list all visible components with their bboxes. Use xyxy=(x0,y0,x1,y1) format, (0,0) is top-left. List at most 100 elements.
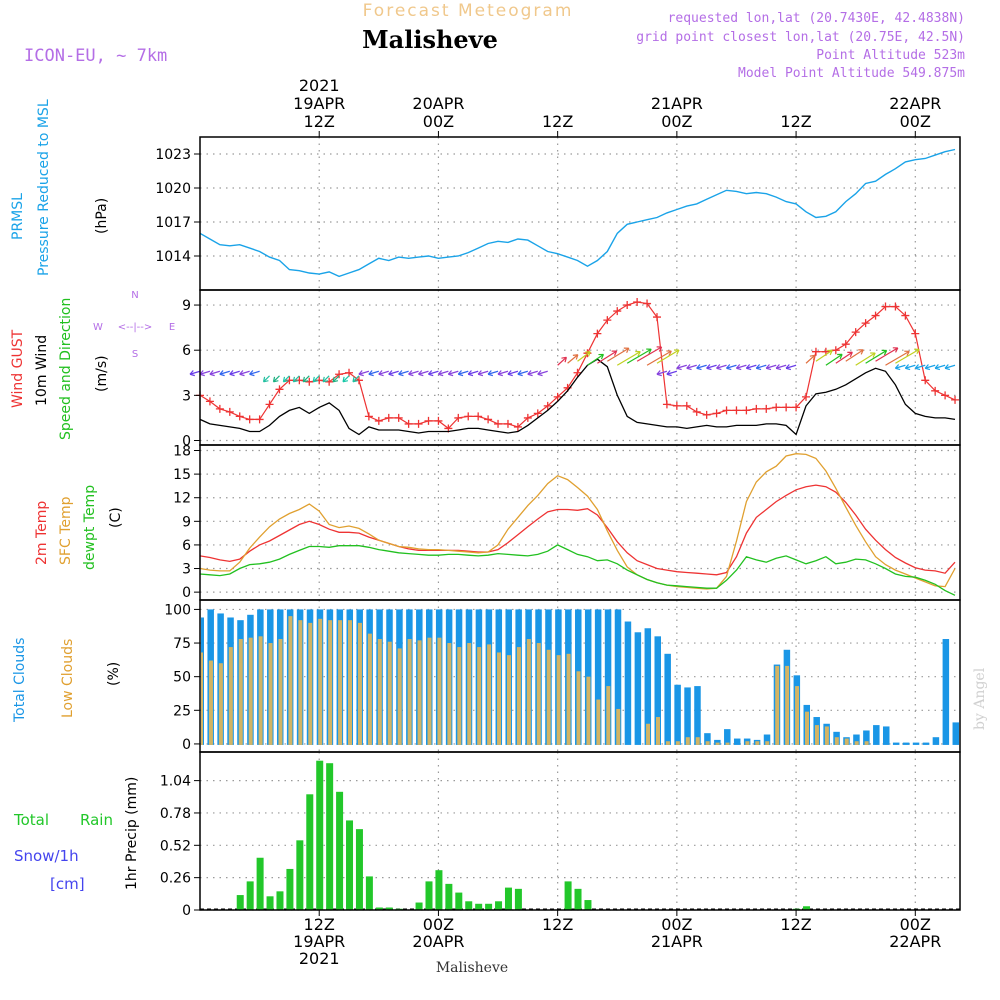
gust-point xyxy=(235,412,244,421)
wind-dir-arrowhead xyxy=(398,370,404,377)
low-cloud-bar xyxy=(596,699,601,745)
product-title: Forecast Meteogram xyxy=(363,1,574,21)
wind-dir-label: Speed and Direction xyxy=(58,298,74,440)
wind-dir-arrow xyxy=(467,370,479,375)
low-cloud-bar xyxy=(437,637,442,745)
gust-point xyxy=(782,403,791,412)
series-dewpt xyxy=(199,544,956,596)
wind-dir-arrowhead xyxy=(944,364,951,371)
total-cloud-bar xyxy=(704,733,711,745)
total-cloud-bar xyxy=(892,742,900,745)
wind-dir-arrowhead xyxy=(239,370,245,377)
wind-dir-arrowhead xyxy=(229,370,235,377)
wind-10m-label: 10m Wind xyxy=(34,335,50,406)
wind-dir-arrow xyxy=(746,364,757,369)
wind-dir-arrowhead xyxy=(358,370,364,377)
rain-bar xyxy=(355,829,363,910)
gust-point xyxy=(255,415,264,424)
gust-point xyxy=(742,406,751,415)
time-label-top: 19APR xyxy=(293,94,345,113)
y-tick-label: 0 xyxy=(182,585,191,601)
gust-point xyxy=(762,404,771,413)
gust-point xyxy=(553,392,562,401)
rain-bar xyxy=(425,881,433,910)
y-tick-label: 3 xyxy=(182,562,191,578)
gust-point xyxy=(792,403,801,412)
credit-watermark: by Angel xyxy=(972,667,988,730)
low-cloud-bar xyxy=(318,618,323,745)
wind-dir-arrow xyxy=(219,370,230,375)
total-cloud-bar xyxy=(634,632,642,745)
wind-dir-arrow xyxy=(448,370,459,375)
ms-label: (m/s) xyxy=(94,355,110,392)
y-tick-label: 1017 xyxy=(155,215,191,231)
wind-dir-arrow xyxy=(368,370,379,375)
gust-point xyxy=(643,299,652,308)
wind-dir-arrowhead xyxy=(585,351,591,357)
wind-dir-arrowhead xyxy=(487,370,494,377)
rain-bar xyxy=(375,907,383,910)
gust-point xyxy=(265,400,274,409)
wind-dir-arrow xyxy=(332,375,340,383)
low-cloud-bar xyxy=(208,660,213,745)
gust-point xyxy=(633,298,642,307)
time-label-top: 21APR xyxy=(651,94,703,113)
time-label-bottom: 12Z xyxy=(542,915,573,934)
total-clouds-label: Total Clouds xyxy=(12,638,28,723)
total-cloud-bar xyxy=(644,628,652,745)
wind-dir-arrowhead xyxy=(837,353,843,360)
wind-dir-arrowhead xyxy=(467,370,474,377)
rain-bar xyxy=(266,896,274,910)
y-tick-label: 0 xyxy=(182,433,191,449)
low-cloud-bar xyxy=(566,653,571,745)
rain-bar xyxy=(346,820,354,910)
series-t2m xyxy=(199,484,956,576)
low-cloud-bar xyxy=(755,741,760,745)
gust-point xyxy=(861,319,870,328)
wind-dir-arrowhead xyxy=(914,348,920,355)
rain-bar xyxy=(495,901,503,910)
low-clouds-label: Low Clouds xyxy=(60,639,76,718)
low-cloud-bar xyxy=(606,686,611,745)
gust-point xyxy=(603,316,612,325)
axis-layer: 1014101710201023036903691215180255075100… xyxy=(155,76,961,968)
wind-dir-arrow xyxy=(322,375,330,383)
snow-label: Snow/1h xyxy=(14,847,79,865)
gust-point xyxy=(802,392,811,401)
gust-point xyxy=(841,340,850,349)
wind-dir-arrowhead xyxy=(477,370,484,377)
total-cloud-bar xyxy=(932,737,940,745)
low-cloud-bar xyxy=(387,641,392,745)
total-cloud-bar xyxy=(694,686,701,745)
wind-dir-arrow xyxy=(815,349,833,362)
low-cloud-bar xyxy=(338,620,343,745)
gust-point xyxy=(533,409,542,418)
low-cloud-bar xyxy=(646,723,651,745)
low-cloud-bar xyxy=(288,616,293,745)
wind-dir-arrow xyxy=(273,375,280,383)
series-sfc-temp xyxy=(199,453,956,590)
wind-dir-arrowhead xyxy=(272,376,279,383)
wind-dir-arrow xyxy=(845,349,864,362)
time-label-bottom: 12Z xyxy=(780,915,811,934)
rain-bar xyxy=(276,891,284,910)
gust-point xyxy=(394,413,403,422)
gust-point xyxy=(285,376,294,385)
t2m-label: 2m Temp xyxy=(34,501,50,565)
time-label-bottom: 00Z xyxy=(423,915,454,934)
wind-dir-arrow xyxy=(636,346,662,362)
wind-dir-arrow xyxy=(835,351,853,364)
wind-dir-arrow xyxy=(557,356,567,366)
low-cloud-bar xyxy=(785,665,790,745)
wind-dir-arrow xyxy=(885,350,910,366)
low-cloud-bar xyxy=(328,620,333,745)
prmsl-desc-label: Pressure Reduced to MSL xyxy=(36,99,52,276)
wind-dir-arrow xyxy=(716,364,727,369)
wind-dir-arrow xyxy=(577,351,591,362)
total-cloud-bar xyxy=(863,730,870,745)
low-cloud-bar xyxy=(238,639,243,745)
gust-point xyxy=(325,377,334,386)
wind-dir-arrowhead xyxy=(881,349,888,356)
low-cloud-bar xyxy=(397,648,402,745)
wind-dir-arrow xyxy=(378,370,389,375)
